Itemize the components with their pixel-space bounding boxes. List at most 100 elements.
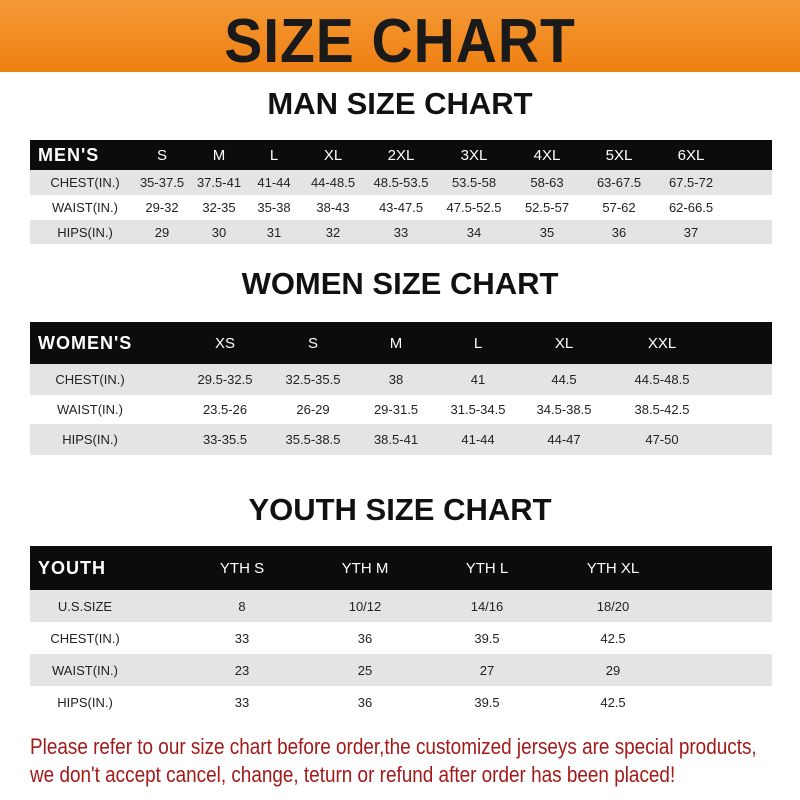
table-cell: 29.5-32.5 bbox=[197, 372, 253, 387]
table-cell: 29-31.5 bbox=[373, 402, 419, 417]
table-cell: 37.5-41 bbox=[196, 175, 242, 190]
table-cell: 30 bbox=[211, 224, 227, 240]
table-cell: 32-35 bbox=[202, 200, 236, 215]
table-cell: 52.5-57 bbox=[524, 200, 570, 215]
table-cell: 38.5-42.5 bbox=[634, 402, 690, 417]
table-cell: 35-37.5 bbox=[139, 175, 185, 190]
table-cell: 44-48.5 bbox=[310, 175, 356, 190]
table-row: HIPS(IN.) 33 36 39.5 42.5 bbox=[30, 686, 772, 718]
table-cell: 25 bbox=[357, 662, 373, 678]
size-header: XS bbox=[214, 334, 236, 352]
table-cell: 41-44 bbox=[257, 175, 291, 190]
size-header: XL bbox=[554, 334, 574, 352]
size-header: YTH L bbox=[465, 559, 509, 577]
table-cell: 10/12 bbox=[348, 598, 382, 614]
table-cell: 37 bbox=[683, 224, 699, 240]
row-label: CHEST(IN.) bbox=[50, 175, 120, 190]
table-cell: 47-50 bbox=[645, 432, 679, 447]
row-label: WAIST(IN.) bbox=[57, 402, 123, 417]
table-cell: 63-67.5 bbox=[596, 175, 642, 190]
table-cell: 44.5 bbox=[551, 372, 577, 387]
table-cell: 34.5-38.5 bbox=[536, 402, 592, 417]
table-cell: 33 bbox=[393, 224, 409, 240]
notice-line-1: Please refer to our size chart before or… bbox=[30, 734, 757, 759]
table-cell: 35.5-38.5 bbox=[285, 432, 341, 447]
table-cell: 35-38 bbox=[257, 200, 291, 215]
table-row: WAIST(IN.) 23 25 27 29 bbox=[30, 654, 772, 686]
size-header: XL bbox=[323, 146, 343, 164]
size-header: YTH XL bbox=[586, 559, 640, 577]
table-header-row: WOMEN'S XS S M L XL XXL bbox=[30, 322, 772, 364]
table-cell: 29 bbox=[605, 662, 621, 678]
table-cell: 41-44 bbox=[461, 432, 495, 447]
banner-title: SIZE CHART bbox=[224, 7, 576, 76]
row-label: WAIST(IN.) bbox=[52, 662, 118, 678]
table-cell: 33 bbox=[234, 694, 250, 710]
table-cell: 18/20 bbox=[596, 598, 630, 614]
men-size-chart-title: MAN SIZE CHART bbox=[267, 86, 533, 121]
table-cell: 41 bbox=[470, 372, 486, 387]
table-cell: 42.5 bbox=[600, 694, 626, 710]
table-cell: 8 bbox=[238, 598, 246, 614]
table-cell: 23.5-26 bbox=[202, 402, 248, 417]
table-cell: 53.5-58 bbox=[451, 175, 497, 190]
notice-line-2: we don't accept cancel, change, teturn o… bbox=[30, 762, 676, 787]
table-cell: 31.5-34.5 bbox=[450, 402, 506, 417]
table-cell: 48.5-53.5 bbox=[373, 175, 429, 190]
women-size-chart-title: WOMEN SIZE CHART bbox=[241, 266, 559, 301]
table-header-row: YOUTH YTH S YTH M YTH L YTH XL bbox=[30, 546, 772, 590]
size-header: XXL bbox=[647, 334, 677, 352]
size-header: M bbox=[212, 146, 226, 164]
table-cell: 62-66.5 bbox=[668, 200, 714, 215]
size-header: YTH M bbox=[341, 559, 389, 577]
size-header: S bbox=[156, 146, 168, 164]
table-row: WAIST(IN.) 29-32 32-35 35-38 38-43 43-47.5 47.… bbox=[30, 195, 772, 220]
table-cell: 36 bbox=[611, 224, 627, 240]
table-cell: 27 bbox=[479, 662, 495, 678]
table-cell: 36 bbox=[357, 630, 373, 646]
size-header: M bbox=[389, 334, 403, 352]
table-header-label: MEN'S bbox=[38, 144, 100, 165]
table-cell: 39.5 bbox=[474, 694, 500, 710]
table-header-label: YOUTH bbox=[38, 557, 106, 578]
table-cell: 67.5-72 bbox=[668, 175, 714, 190]
size-header: YTH S bbox=[219, 559, 265, 577]
size-header: 2XL bbox=[387, 146, 415, 164]
table-cell: 23 bbox=[234, 662, 250, 678]
table-cell: 38-43 bbox=[316, 200, 350, 215]
table-cell: 29 bbox=[154, 224, 170, 240]
table-cell: 57-62 bbox=[602, 200, 636, 215]
table-row: U.S.SIZE 8 10/12 14/16 18/20 bbox=[30, 590, 772, 622]
row-label: CHEST(IN.) bbox=[50, 630, 120, 646]
banner: SIZE CHART bbox=[0, 0, 800, 76]
table-row: CHEST(IN.) 33 36 39.5 42.5 bbox=[30, 622, 772, 654]
table-cell: 35 bbox=[539, 224, 555, 240]
size-header: 4XL bbox=[533, 146, 561, 164]
table-cell: 38.5-41 bbox=[373, 432, 419, 447]
row-label: CHEST(IN.) bbox=[55, 372, 125, 387]
table-cell: 26-29 bbox=[296, 402, 330, 417]
table-cell: 29-32 bbox=[145, 200, 179, 215]
table-row: CHEST(IN.) 35-37.5 37.5-41 41-44 44-48.5 48.5… bbox=[30, 170, 772, 195]
row-label: WAIST(IN.) bbox=[52, 200, 118, 215]
table-cell: 31 bbox=[266, 224, 282, 240]
table-cell: 44-47 bbox=[547, 432, 581, 447]
table-cell: 43-47.5 bbox=[378, 200, 424, 215]
row-label: HIPS(IN.) bbox=[57, 224, 113, 240]
size-header: L bbox=[269, 146, 279, 164]
table-cell: 33-35.5 bbox=[202, 432, 248, 447]
table-row: WAIST(IN.) 23.5-26 26-29 29-31.5 31.5-34.5 34… bbox=[30, 395, 772, 424]
table-cell: 32.5-35.5 bbox=[285, 372, 341, 387]
table-cell: 34 bbox=[466, 224, 482, 240]
row-label: HIPS(IN.) bbox=[62, 432, 118, 447]
table-cell: 14/16 bbox=[470, 598, 504, 614]
table-cell: 58-63 bbox=[530, 175, 564, 190]
table-cell: 39.5 bbox=[474, 630, 500, 646]
size-header: 6XL bbox=[677, 146, 705, 164]
row-label: U.S.SIZE bbox=[57, 598, 113, 614]
table-row: HIPS(IN.) 33-35.5 35.5-38.5 38.5-41 41-44 44-… bbox=[30, 424, 772, 455]
size-header: L bbox=[473, 334, 483, 352]
table-cell: 44.5-48.5 bbox=[634, 372, 690, 387]
table-cell: 42.5 bbox=[600, 630, 626, 646]
table-cell: 47.5-52.5 bbox=[446, 200, 502, 215]
